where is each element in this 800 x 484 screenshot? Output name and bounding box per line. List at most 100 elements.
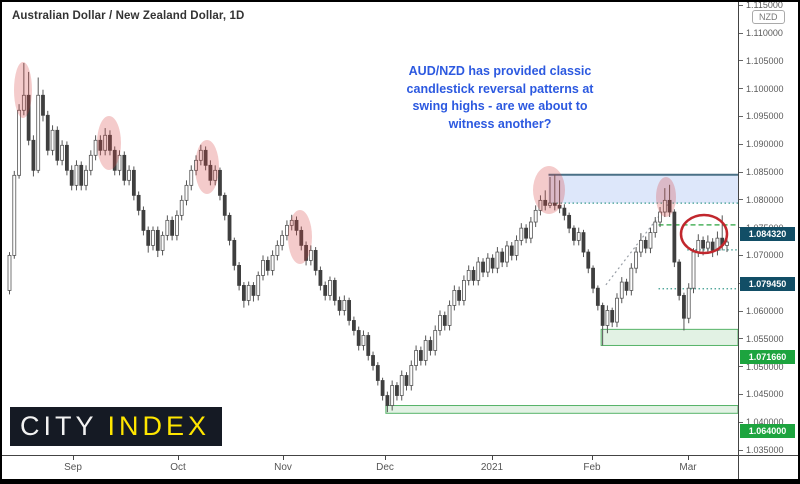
candle — [438, 310, 442, 336]
candle — [74, 160, 79, 191]
candle — [572, 225, 576, 246]
candle — [557, 180, 562, 214]
price-axis[interactable]: NZD 1.115000 1.110000 1.105000 1.100000 1.09… — [738, 2, 798, 455]
candle — [643, 236, 648, 254]
candle — [31, 135, 36, 177]
candle — [595, 285, 600, 311]
candle — [304, 241, 308, 266]
candle — [17, 104, 21, 179]
price-tick: 1.055000 — [739, 334, 784, 344]
candle — [399, 370, 404, 401]
analyst-note-line: candlestick reversal patterns at — [406, 81, 594, 96]
candle — [375, 362, 380, 386]
candlestick-chart — [7, 62, 738, 414]
candle — [404, 372, 409, 391]
tick-value: 1.040000 — [746, 417, 784, 428]
candle — [318, 266, 323, 291]
tick-value: 1.095000 — [746, 111, 784, 122]
candle — [418, 346, 423, 366]
candle — [495, 247, 500, 274]
time-label: Nov — [274, 462, 292, 473]
candle — [26, 71, 31, 146]
tick-dash — [739, 32, 743, 34]
tick-value: 1.085000 — [746, 167, 784, 177]
chart-pane[interactable]: Australian Dollar / New Zealand Dollar, … — [2, 2, 738, 455]
candle — [294, 216, 299, 236]
candle — [662, 188, 667, 218]
candle — [591, 265, 595, 294]
tick-dash — [739, 115, 743, 117]
candle — [653, 217, 658, 238]
candle — [366, 332, 371, 361]
candle — [576, 227, 581, 246]
candle — [658, 207, 662, 228]
symbol-title: Australian Dollar / New Zealand Dollar, … — [12, 10, 245, 22]
candle — [471, 266, 476, 286]
tick-dash — [739, 88, 743, 90]
time-label: Oct — [170, 462, 186, 473]
currency-badge[interactable]: NZD — [752, 10, 785, 24]
candle — [218, 167, 222, 201]
candle — [170, 216, 175, 241]
price-level-label: 1.071660 — [740, 350, 795, 364]
support-zone-2 — [385, 405, 738, 414]
candle — [175, 210, 179, 241]
candle — [184, 180, 189, 206]
candle — [485, 253, 490, 278]
logo-index-text: INDEX — [107, 411, 211, 441]
candle — [677, 259, 682, 301]
price-level-label: 1.064000 — [740, 424, 795, 438]
price-tick: 1.110000 — [739, 28, 783, 38]
tick-value: 1.035000 — [746, 445, 784, 455]
candle — [151, 226, 155, 251]
candle — [155, 226, 160, 258]
candle — [237, 262, 241, 291]
candle — [313, 247, 318, 276]
candle — [562, 204, 567, 221]
candle — [131, 166, 136, 201]
candle — [45, 110, 50, 156]
price-level-label: 1.079450 — [740, 277, 795, 291]
candle — [490, 254, 495, 274]
candle — [634, 247, 639, 274]
candle — [567, 212, 572, 234]
price-tick: 1.115000 — [739, 2, 783, 10]
candle — [60, 140, 65, 166]
candle — [524, 224, 528, 244]
candle — [686, 283, 691, 324]
candle — [691, 248, 696, 294]
candle — [619, 277, 624, 304]
candle — [251, 282, 256, 302]
candle — [141, 206, 146, 236]
candle — [108, 130, 112, 156]
tick-value: 1.105000 — [746, 55, 784, 66]
price-tick: 1.105000 — [739, 56, 784, 66]
candle — [390, 380, 395, 411]
time-axis[interactable]: Sep Oct Nov Dec 2021 Feb Mar — [2, 455, 738, 479]
analyst-note-line: witness another? — [448, 116, 552, 131]
price-tick: 1.085000 — [739, 167, 784, 177]
candle — [543, 190, 548, 211]
reversal-highlight-ellipse — [195, 140, 219, 194]
tick-value: 1.070000 — [746, 250, 784, 261]
candle — [79, 161, 84, 191]
candle — [136, 191, 141, 216]
candle — [270, 250, 275, 276]
candle — [648, 227, 653, 254]
analyst-note-line: swing highs - are we about to — [412, 99, 588, 113]
reversal-highlight-ellipse — [533, 166, 565, 214]
trendline — [605, 203, 669, 286]
tick-value: 1.080000 — [746, 194, 784, 205]
reversal-highlight-ellipse — [14, 62, 32, 118]
candle — [241, 282, 246, 308]
candle — [638, 233, 643, 258]
candle — [705, 235, 710, 254]
tick-value: 1.060000 — [746, 306, 784, 316]
time-label: Sep — [64, 462, 82, 473]
time-tick — [385, 456, 386, 460]
candle — [232, 237, 237, 271]
time-tick — [492, 456, 493, 460]
candle — [433, 325, 438, 356]
candle — [600, 302, 605, 346]
candle — [69, 165, 74, 191]
